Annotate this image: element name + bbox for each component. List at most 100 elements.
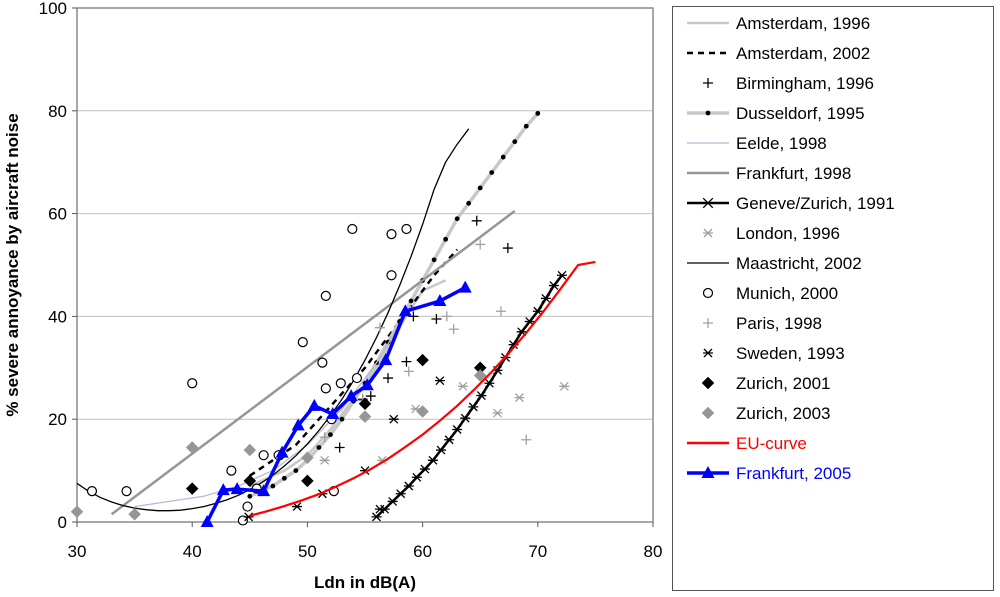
data-point xyxy=(307,398,321,411)
legend-item-paris-1998: Paris, 1998 xyxy=(703,314,822,333)
data-point xyxy=(434,376,445,386)
data-point xyxy=(328,432,333,438)
x-axis-label: Ldn in dB(A) xyxy=(314,573,416,592)
series-zurich-2003 xyxy=(70,369,487,521)
series-dusseldorf-1995 xyxy=(247,110,541,499)
data-point xyxy=(411,472,422,482)
x-tick-label: 30 xyxy=(68,542,87,561)
data-point xyxy=(360,378,374,391)
data-point xyxy=(86,486,98,497)
data-point xyxy=(477,185,483,191)
legend-item-london-1996: London, 1996 xyxy=(703,224,840,243)
data-point xyxy=(326,407,340,420)
data-point xyxy=(548,281,559,291)
data-point xyxy=(258,450,269,461)
data-point xyxy=(293,468,299,473)
data-point xyxy=(297,337,308,348)
series-paris-1998 xyxy=(319,239,532,445)
chart: 0 20 40 60 80 100 30 40 50 60 70 80 Ldn in dB(A) %… xyxy=(3,0,663,592)
data-point xyxy=(344,389,358,402)
data-point xyxy=(473,369,487,382)
data-point xyxy=(257,484,271,497)
data-point xyxy=(495,306,506,317)
data-point xyxy=(358,410,372,423)
data-point xyxy=(521,434,532,445)
data-point xyxy=(301,451,314,465)
data-point xyxy=(339,416,345,422)
series-geneve-zurich-1991 xyxy=(371,270,567,522)
data-point xyxy=(703,78,713,88)
data-point xyxy=(701,376,715,390)
series-line xyxy=(249,248,459,477)
data-point xyxy=(431,257,437,263)
data-point xyxy=(270,483,276,489)
data-point xyxy=(386,270,397,281)
legend-label: London, 1996 xyxy=(736,224,840,243)
plot-area xyxy=(76,7,654,523)
data-point xyxy=(512,139,518,145)
data-point xyxy=(383,373,394,384)
data-point xyxy=(701,406,715,420)
data-point xyxy=(242,501,253,512)
series-frankfurt-2005 xyxy=(200,280,472,527)
data-point xyxy=(416,405,429,418)
data-point xyxy=(433,293,447,306)
data-point xyxy=(243,512,254,522)
data-point xyxy=(379,353,393,366)
legend-item-sweden-1993: Sweden, 1993 xyxy=(703,344,845,363)
data-point xyxy=(427,455,438,465)
series-frankfurt-1998 xyxy=(110,210,516,516)
series-amsterdam-2002 xyxy=(249,248,459,477)
gridlines xyxy=(77,110,653,420)
data-point xyxy=(403,366,414,377)
data-point xyxy=(320,290,331,301)
legend-label: Paris, 1998 xyxy=(736,314,822,333)
data-point xyxy=(466,200,472,206)
data-point xyxy=(705,110,711,116)
legend-item-amsterdam-1996: Amsterdam, 1996 xyxy=(687,14,870,33)
y-axis-ticks: 0 20 40 60 80 100 xyxy=(39,0,77,532)
data-point xyxy=(237,515,248,526)
legend-label: Frankfurt, 1998 xyxy=(736,164,851,183)
data-point xyxy=(230,482,244,495)
data-point xyxy=(703,348,713,358)
legend-label: Munich, 2000 xyxy=(736,284,838,303)
data-point xyxy=(559,381,570,391)
data-point xyxy=(443,236,449,242)
data-point xyxy=(395,489,406,499)
legend-item-dusseldorf-1995: Dusseldorf, 1995 xyxy=(687,104,865,123)
data-point xyxy=(436,445,447,455)
series-birmingham-1996 xyxy=(334,215,513,453)
data-point xyxy=(347,223,358,235)
data-point xyxy=(371,512,382,522)
data-point xyxy=(441,311,452,322)
data-point xyxy=(556,270,567,280)
legend-label: Frankfurt, 2005 xyxy=(736,464,851,483)
data-point xyxy=(408,298,414,304)
data-point xyxy=(388,414,399,424)
data-point xyxy=(247,493,253,499)
data-point xyxy=(291,418,305,431)
data-point xyxy=(185,441,199,454)
data-point xyxy=(398,304,412,317)
data-point xyxy=(243,474,257,488)
data-point xyxy=(301,474,314,488)
legend-label: Zurich, 2003 xyxy=(736,404,831,423)
series-sweden-1993 xyxy=(243,376,445,522)
data-point xyxy=(452,425,463,434)
data-point xyxy=(401,356,412,367)
data-point xyxy=(335,378,346,389)
data-point xyxy=(401,223,412,235)
y-tick-label: 100 xyxy=(39,0,67,18)
x-tick-label: 70 xyxy=(528,542,547,561)
legend-label: Eelde, 1998 xyxy=(736,134,827,153)
legend-label: Zurich, 2001 xyxy=(736,374,831,393)
data-point xyxy=(523,123,529,129)
legend-items: Amsterdam, 1996 Amsterdam, 2002 Birmingham… xyxy=(687,14,895,483)
data-point xyxy=(70,505,84,519)
legend-label: Maastricht, 2002 xyxy=(736,254,862,273)
legend-label: EU-curve xyxy=(736,434,807,453)
legend-label: Sweden, 1993 xyxy=(736,344,845,363)
x-tick-label: 80 xyxy=(644,542,663,561)
series-line xyxy=(76,128,470,512)
